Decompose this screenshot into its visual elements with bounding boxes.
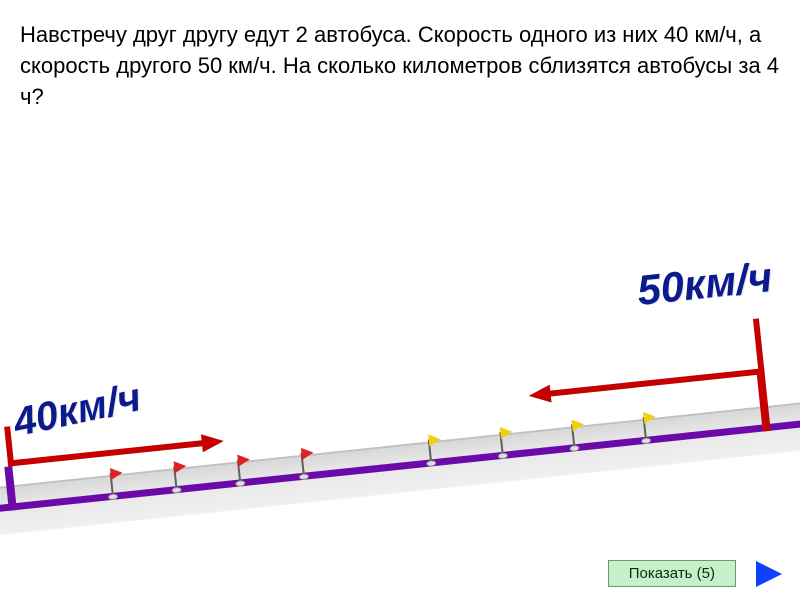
flag-yellow (564, 419, 581, 452)
arrow-bus-right (520, 318, 765, 399)
flag-red (294, 447, 311, 480)
flag-red (167, 461, 184, 494)
flag-yellow (421, 434, 438, 467)
flag-yellow (493, 426, 510, 459)
next-arrow-icon[interactable] (756, 561, 782, 587)
flag-red (230, 454, 247, 487)
road-diagram: 40км/ч (0, 357, 796, 560)
flag-yellow (636, 411, 653, 444)
speed-right-label: 50км/ч (635, 253, 775, 315)
show-button[interactable]: Показать (5) (608, 560, 736, 587)
problem-text: Навстречу друг другу едут 2 автобуса. Ск… (20, 20, 780, 112)
flag-red (103, 467, 120, 500)
